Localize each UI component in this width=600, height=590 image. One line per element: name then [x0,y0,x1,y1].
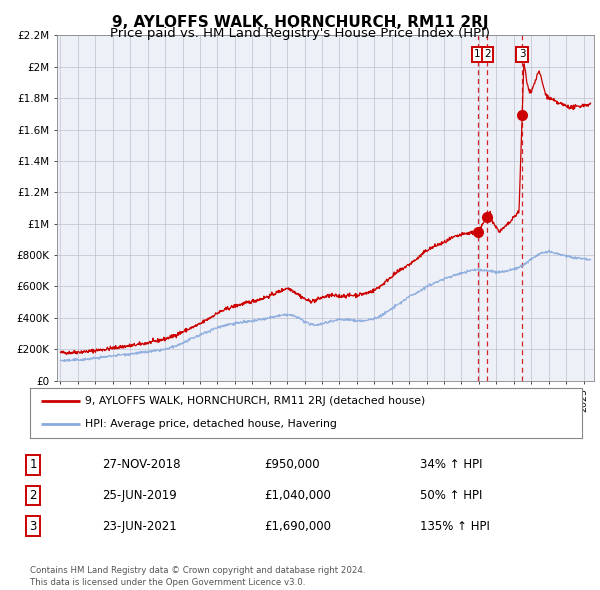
Text: 2: 2 [484,49,491,59]
Text: 1: 1 [474,49,481,59]
Text: £1,040,000: £1,040,000 [264,489,331,502]
Text: Price paid vs. HM Land Registry's House Price Index (HPI): Price paid vs. HM Land Registry's House … [110,27,490,40]
Text: 25-JUN-2019: 25-JUN-2019 [102,489,177,502]
Text: 9, AYLOFFS WALK, HORNCHURCH, RM11 2RJ (detached house): 9, AYLOFFS WALK, HORNCHURCH, RM11 2RJ (d… [85,396,425,406]
Text: 34% ↑ HPI: 34% ↑ HPI [420,458,482,471]
Text: 3: 3 [519,49,526,59]
Text: 135% ↑ HPI: 135% ↑ HPI [420,520,490,533]
Text: 27-NOV-2018: 27-NOV-2018 [102,458,181,471]
Text: 23-JUN-2021: 23-JUN-2021 [102,520,177,533]
Text: 50% ↑ HPI: 50% ↑ HPI [420,489,482,502]
Text: 1: 1 [29,458,37,471]
Text: HPI: Average price, detached house, Havering: HPI: Average price, detached house, Have… [85,419,337,430]
Text: 2: 2 [29,489,37,502]
Text: £950,000: £950,000 [264,458,320,471]
Text: 3: 3 [29,520,37,533]
Text: Contains HM Land Registry data © Crown copyright and database right 2024.
This d: Contains HM Land Registry data © Crown c… [30,566,365,587]
Text: 9, AYLOFFS WALK, HORNCHURCH, RM11 2RJ: 9, AYLOFFS WALK, HORNCHURCH, RM11 2RJ [112,15,488,30]
Text: £1,690,000: £1,690,000 [264,520,331,533]
